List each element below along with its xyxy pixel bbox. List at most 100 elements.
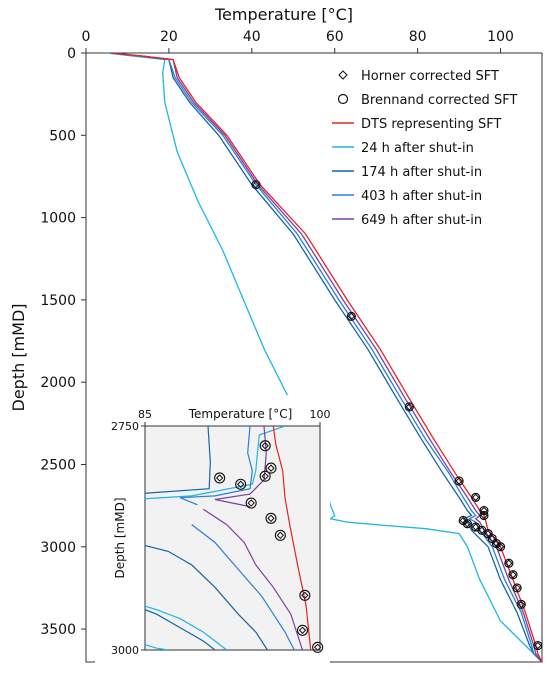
horner-marker: [492, 539, 501, 548]
y-tick-label: 2000: [40, 375, 76, 391]
inset-series-line: [145, 426, 211, 498]
brennand-marker: [508, 570, 518, 580]
horner-marker: [459, 516, 467, 525]
legend-circle-symbol: [337, 93, 349, 105]
y-tick-label: 500: [49, 128, 76, 144]
inset-horner-marker: [298, 626, 307, 634]
brennand-marker: [479, 505, 489, 516]
horner-marker: [517, 600, 525, 609]
inset-series-line: [179, 426, 253, 506]
horner-marker: [509, 571, 517, 579]
inset-horner-marker: [236, 480, 245, 488]
horner-marker: [347, 312, 356, 321]
main-plot-layer: 0 20 40 60 80 1000500100015002000250030003500…: [9, 5, 543, 663]
horner-marker: [471, 523, 480, 531]
y-tick-label: 3000: [40, 540, 76, 556]
brennand-marker: [251, 180, 261, 190]
brennand-marker: [533, 640, 543, 651]
horner-marker: [455, 477, 463, 485]
inset-brennand-marker: [265, 462, 277, 474]
inset-brennand-marker: [259, 470, 271, 482]
brennand-marker: [479, 510, 489, 521]
y-tick-label: 2500: [40, 457, 76, 473]
brennand-marker: [346, 311, 356, 321]
inset-brennand-marker: [299, 589, 311, 601]
y-tick-label: 3500: [40, 622, 76, 638]
series-line: [110, 53, 542, 662]
horner-marker: [496, 543, 505, 551]
series-line: [110, 53, 542, 662]
y-tick-label: 1000: [40, 211, 76, 227]
x-tick-label: 60: [326, 29, 344, 45]
horner-marker: [480, 511, 488, 520]
inset-y-tick-label: 2750: [111, 420, 139, 433]
horner-marker: [463, 520, 472, 528]
brennand-marker: [471, 492, 481, 503]
legend-diamond-symbol: [338, 70, 348, 80]
inset-horner-marker: [267, 464, 275, 472]
inset-x-axis-title: Temperature [°C]: [188, 407, 293, 421]
inset-frame: [144, 425, 321, 651]
inset-horner-marker: [261, 442, 269, 450]
inset-series-line: [145, 426, 286, 507]
legend-label: Brennand corrected SFT: [361, 93, 517, 108]
horner-marker: [405, 403, 414, 411]
legend: Horner corrected SFT Brennand corrected S…: [332, 69, 517, 228]
inset-series-line: [145, 643, 169, 650]
inset-brennand-marker: [265, 512, 277, 524]
horner-marker: [505, 559, 513, 567]
inset-horner-marker: [215, 474, 224, 482]
series-line: [110, 53, 542, 662]
inset-brennand-marker: [245, 497, 257, 509]
horner-marker: [478, 526, 486, 535]
legend-label: 403 h after shut-in: [361, 189, 482, 204]
legend-label: 24 h after shut-in: [361, 141, 474, 156]
horner-marker: [252, 180, 260, 189]
inset-series-line: [202, 508, 304, 650]
brennand-marker: [504, 558, 514, 568]
inset-series-line: [145, 605, 228, 650]
brennand-marker: [454, 476, 464, 486]
inset-horner-marker: [247, 499, 255, 507]
horner-marker: [488, 534, 496, 543]
legend-label: DTS representing SFT: [361, 117, 502, 132]
inset-brennand-marker: [274, 529, 286, 541]
series-line: [110, 53, 542, 662]
horner-marker: [471, 493, 480, 502]
inset-y-tick-label: 3000: [111, 644, 139, 657]
horner-marker: [534, 641, 542, 650]
inset-brennand-marker: [296, 624, 309, 636]
inset-x-tick-label: 85: [138, 408, 152, 421]
y-tick-label: 0: [67, 46, 76, 62]
legend-label: Horner corrected SFT: [361, 69, 499, 84]
x-tick-label: 20: [160, 29, 178, 45]
inset-horner-marker: [313, 643, 322, 652]
inset-y-axis-title: Depth [mMD]: [113, 497, 127, 578]
inset-horner-marker: [276, 531, 285, 540]
inset-horner-marker: [261, 472, 269, 480]
horner-marker: [484, 529, 492, 538]
inset-series-line: [145, 544, 269, 650]
horner-marker: [480, 506, 488, 515]
inset-brennand-marker: [312, 641, 324, 653]
x-axis-title: Temperature [°C]: [214, 5, 353, 24]
legend-label: 649 h after shut-in: [361, 213, 482, 228]
x-tick-label: 80: [409, 29, 427, 45]
y-axis-title: Depth [mMD]: [9, 303, 28, 411]
x-tick-label: 40: [243, 29, 261, 45]
inset-horner-marker: [301, 591, 309, 600]
inset-horner-marker: [267, 514, 275, 522]
x-tick-label: 0: [82, 29, 91, 45]
inset-brennand-marker: [235, 478, 247, 490]
brennand-marker: [516, 599, 526, 609]
inset-series-line: [191, 524, 295, 650]
inset-brennand-marker: [259, 440, 271, 452]
inset-plot: 85 100 2750 3000 Temperature [°C] Depth [mMD]: [95, 395, 331, 663]
legend-label: 174 h after shut-in: [361, 165, 482, 180]
inset-series-line: [145, 609, 216, 650]
horner-marker: [513, 584, 521, 592]
y-tick-label: 1500: [40, 293, 76, 309]
brennand-marker: [512, 583, 522, 593]
